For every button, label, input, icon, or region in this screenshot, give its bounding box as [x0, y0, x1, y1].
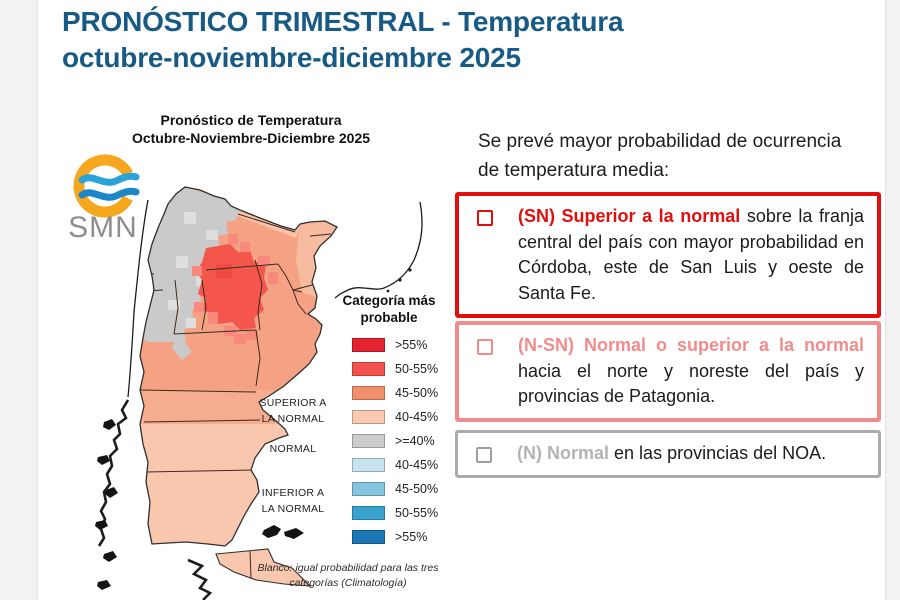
legend-row: >55% — [352, 338, 438, 352]
legend-swatch — [352, 482, 385, 496]
argentina-outline — [139, 186, 338, 547]
legend-swatch — [352, 506, 385, 520]
legend-label: 50-55% — [395, 362, 439, 376]
legend-row: 50-55% — [352, 362, 438, 376]
logo-wave-top — [78, 172, 140, 186]
legend-label: 50-55% — [395, 506, 439, 520]
intro-line1: Se prevé mayor probabilidad de ocurrenci… — [478, 131, 842, 152]
page-title: PRONÓSTICO TRIMESTRAL - Temperatura octu… — [62, 4, 872, 76]
legend-swatch — [352, 410, 385, 424]
callout-body: en las provincias del NOA. — [614, 443, 827, 463]
intro-line2: de temperatura media: — [478, 160, 670, 181]
callout-normal-superior: (N-SN) Normal o superior a la normal hac… — [455, 321, 881, 422]
legend-row: 50-55% — [352, 506, 438, 520]
legend-title: Categoría más probable — [342, 293, 436, 325]
legend-row: 45-50% — [352, 386, 438, 400]
gray-pixel-texture — [168, 212, 218, 328]
callout-text: (N) Normal en las provincias del NOA. — [517, 441, 865, 467]
callout-superior-normal: (SN) Superior a la normal sobre la franj… — [455, 192, 881, 318]
legend-label: >=40% — [395, 434, 435, 448]
red-pixel-core — [216, 264, 232, 278]
map-footnote: Blanco: igual probabilidad para las tres… — [257, 562, 439, 589]
map-title: Pronóstico de Temperatura Octubre-Noviem… — [96, 111, 406, 147]
callout-lead: (SN) Superior a la normal — [518, 206, 741, 226]
legend-swatch — [352, 386, 385, 400]
left-margin-strip — [0, 0, 38, 600]
legend-label: 45-50% — [395, 386, 439, 400]
callout-body: sobre la franja central del país con may… — [518, 206, 864, 303]
checkbox-icon — [477, 210, 493, 226]
checkbox-icon — [477, 339, 493, 355]
logo-wave-bottom — [78, 187, 140, 201]
map-title-line1: Pronóstico de Temperatura — [160, 112, 342, 128]
callout-normal: (N) Normal en las provincias del NOA. — [455, 430, 881, 478]
argentina-forecast-map — [95, 186, 423, 600]
smn-logo-text: SMN — [68, 211, 138, 244]
callout-body: hacia el norte y noreste del país y prov… — [518, 360, 864, 407]
atlantic-islands — [386, 268, 412, 293]
legend-row: 40-45% — [352, 458, 438, 472]
legend-group-normal: NORMAL — [269, 443, 317, 455]
legend-row: 40-45% — [352, 410, 438, 424]
legend-swatch — [352, 338, 385, 352]
checkbox-icon — [476, 447, 492, 463]
legend-label: 40-45% — [395, 458, 439, 472]
province-borders — [140, 213, 332, 473]
region-cordoba-50-55 — [196, 244, 268, 330]
page-title-line1: PRONÓSTICO TRIMESTRAL - Temperatura — [62, 6, 624, 37]
legend-label: 40-45% — [395, 410, 439, 424]
callout-text: (SN) Superior a la normal sobre la franj… — [518, 204, 864, 306]
chile-fjord-islands — [95, 419, 118, 590]
legend-row: 45-50% — [352, 482, 438, 496]
legend-label: >55% — [395, 530, 428, 544]
callout-text: (N-SN) Normal o superior a la normal hac… — [518, 333, 864, 410]
atlantic-coast-fragment — [334, 201, 423, 299]
legend-label: >55% — [395, 338, 428, 352]
tierra-del-fuego — [215, 548, 312, 587]
callout-lead: (N) Normal — [517, 443, 610, 463]
right-margin-strip — [885, 0, 900, 600]
malvinas-islands-icon — [262, 525, 304, 539]
legend-swatch — [352, 530, 385, 544]
tdf-border — [249, 550, 252, 579]
legend-row: >55% — [352, 530, 438, 544]
legend-swatch — [352, 434, 385, 448]
legend-row: >=40% — [352, 434, 438, 448]
legend-swatch — [352, 362, 385, 376]
smn-logo-icon — [73, 154, 140, 218]
legend-label: 45-50% — [395, 482, 439, 496]
legend-swatch — [352, 458, 385, 472]
intro-text: Se prevé mayor probabilidad de ocurrenci… — [478, 127, 878, 185]
legend-group-inferior: INFERIOR A LA NORMAL — [261, 487, 325, 515]
legend-group-superior: SUPERIOR A LA NORMAL — [259, 397, 327, 425]
callout-lead: (N-SN) Normal o superior a la normal — [518, 335, 864, 355]
legend: >55% 50-55% 45-50% 40-45% >=40% 40-45% 4… — [352, 338, 438, 554]
page-title-line2: octubre-noviembre-diciembre 2025 — [62, 42, 521, 73]
map-title-line2: Octubre-Noviembre-Diciembre 2025 — [131, 130, 371, 146]
